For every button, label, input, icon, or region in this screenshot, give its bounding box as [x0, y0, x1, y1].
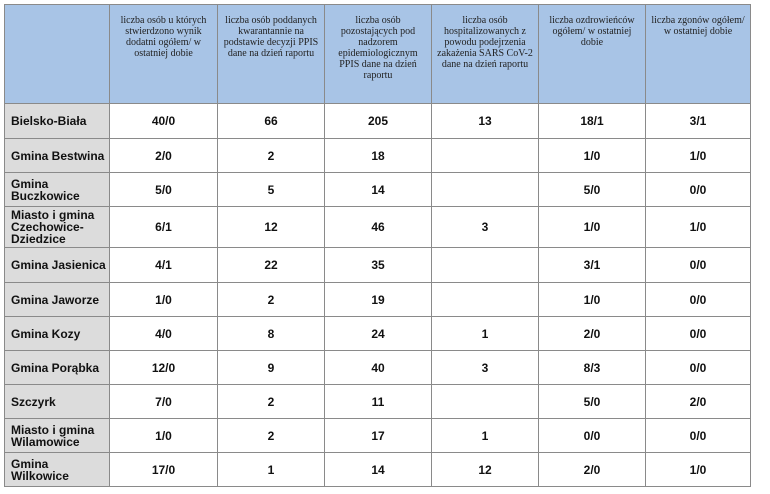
cell-value [431, 138, 539, 173]
cell-value [431, 247, 539, 283]
cell-value [431, 282, 539, 317]
cell-value: 1/0 [538, 282, 646, 317]
row-name: Gmina Jaworze [4, 282, 110, 317]
row-name: Gmina Wilkowice [4, 452, 110, 487]
cell-value: 46 [324, 206, 432, 248]
cell-value: 24 [324, 316, 432, 351]
cell-value: 2/0 [645, 384, 751, 419]
cell-value: 0/0 [645, 282, 751, 317]
cell-value: 5/0 [109, 172, 218, 207]
table-row: Gmina Jaworze 1/0 2 19 1/0 0/0 [4, 282, 751, 317]
row-name: Gmina Kozy [4, 316, 110, 351]
cell-value: 1/0 [645, 452, 751, 487]
cell-value: 3/1 [645, 103, 751, 139]
header-hospitalized: liczba osób hospitalizowanych z powodu p… [431, 4, 539, 104]
cell-value: 11 [324, 384, 432, 419]
cell-value: 2 [217, 418, 325, 453]
table-row: Gmina Kozy 4/0 8 24 1 2/0 0/0 [4, 316, 751, 351]
cell-value: 17/0 [109, 452, 218, 487]
row-name: Miasto i gmina Wilamowice [4, 418, 110, 453]
cell-value: 0/0 [645, 350, 751, 385]
header-corner [4, 4, 110, 104]
cell-value: 1/0 [538, 138, 646, 173]
cell-value: 4/1 [109, 247, 218, 283]
cell-value: 40/0 [109, 103, 218, 139]
cell-value: 66 [217, 103, 325, 139]
row-name: Gmina Bestwina [4, 138, 110, 173]
table-row: Bielsko-Biała 40/0 66 205 13 18/1 3/1 [4, 103, 751, 139]
row-name: Miasto i gmina Czechowice-Dziedzice [4, 206, 110, 248]
header-recovered: liczba ozdrowieńców ogółem/ w ostatniej … [538, 4, 646, 104]
cell-value: 0/0 [645, 316, 751, 351]
cell-value: 1 [431, 418, 539, 453]
cell-value: 35 [324, 247, 432, 283]
row-name: Gmina Jasienica [4, 247, 110, 283]
table-row: Miasto i gmina Wilamowice 1/0 2 17 1 0/0 0/0 [4, 418, 751, 453]
cell-value: 12 [431, 452, 539, 487]
header-quarantine: liczba osób poddanych kwarantannie na po… [217, 4, 325, 104]
table-row: Gmina Jasienica 4/1 22 35 3/1 0/0 [4, 247, 751, 283]
cell-value: 8 [217, 316, 325, 351]
row-name: Gmina Porąbka [4, 350, 110, 385]
cell-value: 5/0 [538, 384, 646, 419]
row-name: Szczyrk [4, 384, 110, 419]
row-name: Gmina Buczkowice [4, 172, 110, 207]
cell-value: 2 [217, 282, 325, 317]
data-table: liczba osób u których stwierdzono wynik … [4, 4, 751, 487]
cell-value: 205 [324, 103, 432, 139]
table-row: Gmina Bestwina 2/0 2 18 1/0 1/0 [4, 138, 751, 173]
cell-value: 19 [324, 282, 432, 317]
cell-value: 2 [217, 138, 325, 173]
header-row: liczba osób u których stwierdzono wynik … [4, 4, 751, 104]
cell-value: 2/0 [538, 452, 646, 487]
cell-value: 3 [431, 206, 539, 248]
cell-value: 3 [431, 350, 539, 385]
cell-value: 1/0 [109, 282, 218, 317]
cell-value: 18 [324, 138, 432, 173]
table-row: Miasto i gmina Czechowice-Dziedzice 6/1 12… [4, 206, 751, 248]
table-row: Gmina Porąbka 12/0 9 40 3 8/3 0/0 [4, 350, 751, 385]
row-name: Bielsko-Biała [4, 103, 110, 139]
cell-value: 4/0 [109, 316, 218, 351]
cell-value: 1/0 [538, 206, 646, 248]
table-row: Gmina Buczkowice 5/0 5 14 5/0 0/0 [4, 172, 751, 207]
cell-value: 0/0 [645, 172, 751, 207]
cell-value: 2/0 [109, 138, 218, 173]
cell-value: 12/0 [109, 350, 218, 385]
cell-value: 1 [217, 452, 325, 487]
cell-value: 1/0 [645, 138, 751, 173]
header-positive: liczba osób u których stwierdzono wynik … [109, 4, 218, 104]
cell-value: 5/0 [538, 172, 646, 207]
cell-value: 6/1 [109, 206, 218, 248]
cell-value: 40 [324, 350, 432, 385]
cell-value: 8/3 [538, 350, 646, 385]
table-row: Gmina Wilkowice 17/0 1 14 12 2/0 1/0 [4, 452, 751, 487]
cell-value: 1/0 [645, 206, 751, 248]
cell-value: 7/0 [109, 384, 218, 419]
cell-value: 22 [217, 247, 325, 283]
cell-value: 14 [324, 172, 432, 207]
header-supervision: liczba osób pozostających pod nadzorem e… [324, 4, 432, 104]
cell-value: 1/0 [109, 418, 218, 453]
header-deaths: liczba zgonów ogółem/ w ostatniej dobie [645, 4, 751, 104]
cell-value: 14 [324, 452, 432, 487]
cell-value: 12 [217, 206, 325, 248]
cell-value [431, 172, 539, 207]
cell-value [431, 384, 539, 419]
cell-value: 0/0 [538, 418, 646, 453]
cell-value: 3/1 [538, 247, 646, 283]
cell-value: 13 [431, 103, 539, 139]
cell-value: 2 [217, 384, 325, 419]
cell-value: 0/0 [645, 247, 751, 283]
cell-value: 18/1 [538, 103, 646, 139]
cell-value: 0/0 [645, 418, 751, 453]
cell-value: 17 [324, 418, 432, 453]
cell-value: 2/0 [538, 316, 646, 351]
table-row: Szczyrk 7/0 2 11 5/0 2/0 [4, 384, 751, 419]
cell-value: 9 [217, 350, 325, 385]
cell-value: 1 [431, 316, 539, 351]
cell-value: 5 [217, 172, 325, 207]
